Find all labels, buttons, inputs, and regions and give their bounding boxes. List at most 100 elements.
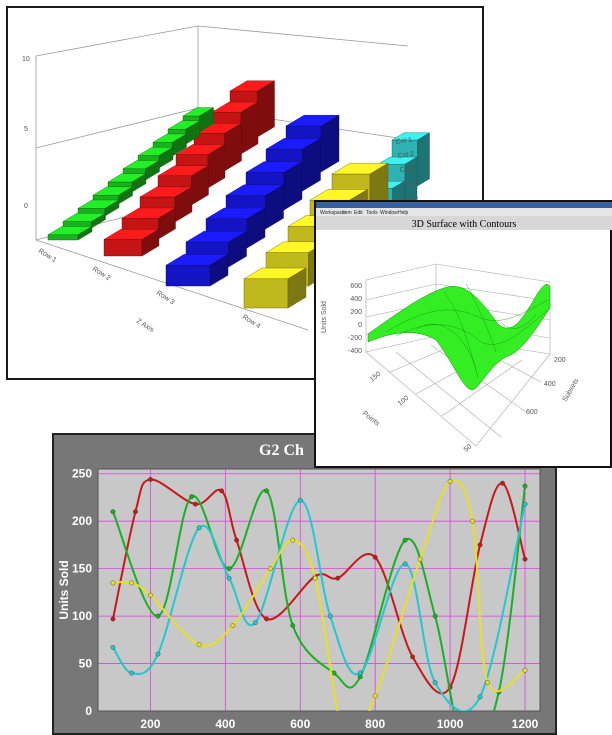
g2-data-point	[447, 478, 453, 484]
g2-data-point	[372, 554, 378, 560]
surface-y-tick: 600	[526, 409, 538, 416]
menu-item-help[interactable]: Help	[398, 210, 409, 216]
g2-data-point	[148, 592, 153, 598]
bar3d-ytick: 10	[22, 56, 30, 63]
g2-y-axis-label: Units Sold	[57, 560, 71, 619]
menu-item-edit[interactable]: Edit	[354, 210, 363, 216]
surface-z-tick: -400	[348, 348, 362, 355]
g2-data-point	[219, 488, 225, 494]
bar3d-ytick: 0	[24, 203, 28, 210]
g2-data-point	[192, 501, 198, 507]
surface-x-tick: 150	[369, 371, 383, 384]
g2-data-point	[357, 670, 363, 676]
g2-data-point	[522, 667, 528, 673]
g2-y-tick: 150	[72, 562, 92, 576]
g2-data-point	[110, 580, 116, 586]
bar3d-bar	[243, 267, 307, 309]
surface-x-tick: 50	[463, 443, 474, 453]
g2-data-point	[290, 537, 296, 543]
menu-item-window[interactable]: Window	[380, 210, 398, 216]
bar3d-ytick: 5	[24, 126, 28, 133]
g2-x-ticks: 200 400 600 800 1000 1200	[140, 717, 538, 731]
g2-x-tick: 200	[140, 717, 160, 731]
g2-data-point	[252, 620, 258, 626]
g2-x-tick: 1000	[437, 717, 464, 731]
g2-y-tick: 250	[72, 467, 92, 481]
g2-x-tick: 800	[365, 717, 385, 731]
g2-data-point	[230, 623, 236, 628]
g2-data-point	[226, 575, 232, 581]
g2-y-tick: 200	[72, 514, 92, 528]
g2-plot-border	[97, 468, 541, 712]
surface-x-tick: 100	[397, 395, 411, 408]
g2-data-point	[264, 488, 269, 494]
bar3d-col-label: Col 5	[401, 195, 418, 204]
surface-z-tick: 400	[350, 296, 362, 303]
g2-data-point	[477, 694, 483, 700]
menu-item-tools[interactable]: Tools	[366, 210, 378, 216]
g2-plot-area	[98, 469, 540, 711]
g2-x-tick: 400	[215, 717, 235, 731]
bar3d-chart-panel: 10 5 0 Row 1 Row 2 Row 3 Row 4 Z Axis Co…	[6, 6, 484, 380]
g2-data-point	[226, 566, 232, 572]
bar3d-bar	[47, 226, 93, 241]
window-title-bar	[316, 202, 612, 208]
g2-line-chart: G2 Ch Units Sold 250 200 150 100 50 0 20…	[57, 442, 541, 731]
g2-y-tick: 50	[79, 657, 93, 671]
bar3d-row-label: Row 3	[155, 290, 176, 307]
surface-y-tick: 200	[554, 357, 566, 364]
g2-data-point	[477, 542, 483, 548]
g2-data-point	[110, 616, 116, 622]
bar3d-row-label: Row 2	[91, 266, 112, 283]
g2-data-point	[432, 613, 438, 619]
g2-x-tick: 600	[290, 717, 310, 731]
bar3d-row-label: Row 1	[37, 248, 58, 265]
bar3d-col-label: Col 1	[395, 137, 412, 146]
g2-y-tick: 0	[85, 704, 92, 718]
g2-data-point	[402, 561, 408, 567]
g2-data-point	[196, 642, 202, 647]
g2-data-point	[410, 654, 416, 660]
g2-data-point	[148, 477, 153, 482]
surface-z-tick: 600	[350, 283, 362, 290]
bar3d-bar	[165, 254, 229, 287]
surface-y-tick: 400	[544, 381, 556, 388]
g2-series-4	[110, 478, 528, 711]
g2-data-point	[234, 537, 239, 543]
g2-data-point	[110, 509, 116, 515]
g2-data-point	[196, 525, 202, 531]
surface-z-tick: -200	[348, 335, 362, 342]
surface-title-bar	[316, 216, 612, 230]
g2-data-point	[155, 651, 161, 657]
bar3d-col-label: Col 3	[399, 165, 416, 174]
surface-z-tick: 0	[358, 322, 362, 329]
g2-data-point	[522, 501, 528, 507]
g2-data-point	[155, 613, 161, 619]
g2-series-3	[110, 497, 528, 711]
surface-z-axis-label: Units Sold	[321, 301, 328, 333]
g2-data-point	[133, 509, 138, 515]
bar3d-col-label: Col 2	[397, 151, 414, 160]
surface-title: 3D Surface with Contours	[412, 219, 517, 230]
g2-data-point	[290, 623, 296, 628]
menu-item-item[interactable]: Item	[342, 210, 352, 216]
g2-data-point	[297, 497, 303, 503]
g2-series-group	[110, 477, 528, 711]
surface-z-tick: 200	[350, 309, 362, 316]
g2-line-chart-panel: G2 Ch Units Sold 250 200 150 100 50 0 20…	[52, 433, 557, 735]
g2-title: G2 Ch	[259, 442, 304, 459]
bar3d-z-axis-label: Z Axis	[135, 318, 155, 334]
g2-data-point	[129, 670, 135, 676]
g2-data-point	[129, 580, 135, 586]
menu-item-workspace[interactable]: Workspace	[320, 210, 345, 216]
g2-data-point	[522, 556, 528, 562]
g2-data-point	[312, 575, 318, 581]
g2-data-point	[470, 518, 475, 524]
g2-data-point	[335, 575, 341, 581]
g2-data-point	[500, 480, 505, 486]
bar3d-bar	[62, 212, 107, 229]
g2-grid	[97, 468, 541, 712]
g2-series-2	[110, 483, 528, 711]
bar3d-bars	[47, 80, 431, 309]
g2-series-line	[112, 499, 526, 711]
